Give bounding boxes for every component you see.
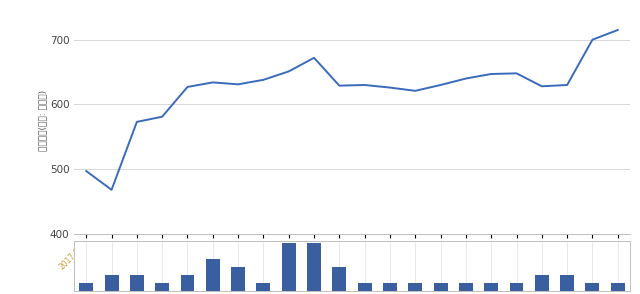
Bar <box>130 275 144 291</box>
Bar <box>434 283 447 291</box>
Bar <box>586 283 600 291</box>
Bar <box>282 243 296 291</box>
Bar <box>156 283 169 291</box>
Bar <box>560 275 574 291</box>
Bar <box>611 283 625 291</box>
Bar <box>332 267 346 291</box>
Bar <box>383 283 397 291</box>
Bar <box>509 283 524 291</box>
Y-axis label: 거래금액(단위: 백만원): 거래금액(단위: 백만원) <box>38 90 47 151</box>
Bar <box>79 283 93 291</box>
Bar <box>535 275 548 291</box>
Bar <box>459 283 473 291</box>
Bar <box>307 243 321 291</box>
Bar <box>484 283 498 291</box>
Bar <box>358 283 372 291</box>
Bar <box>408 283 422 291</box>
Bar <box>257 283 270 291</box>
Bar <box>180 275 195 291</box>
Bar <box>231 267 245 291</box>
Bar <box>206 259 220 291</box>
Bar <box>104 275 118 291</box>
